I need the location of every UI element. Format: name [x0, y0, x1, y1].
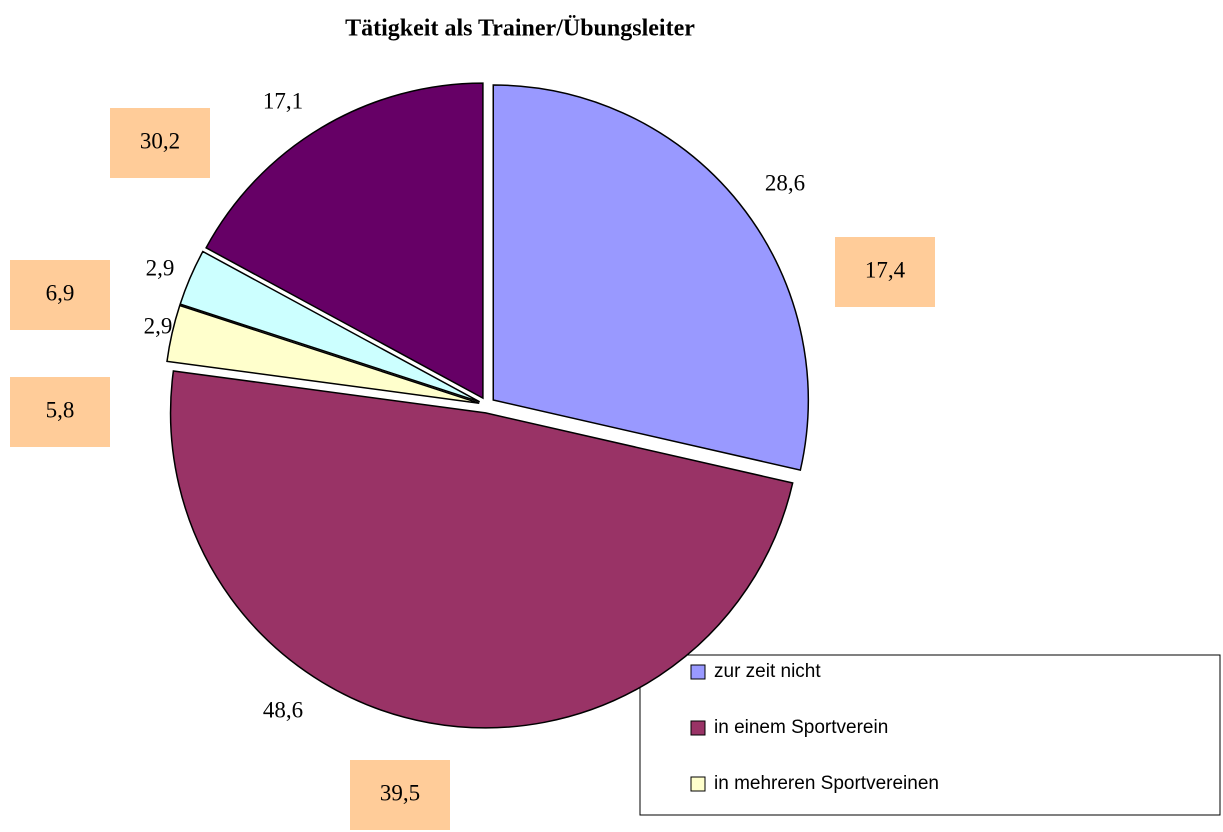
comparison-box [835, 237, 935, 307]
pie-slice [492, 84, 809, 472]
pie-slice [166, 304, 480, 404]
comparison-label: 30,2 [140, 128, 180, 153]
legend-swatch [690, 776, 706, 792]
pie-slice [205, 82, 484, 400]
legend-label: in mehreren Sportvereinen [714, 773, 939, 794]
comparison-label: 17,4 [865, 257, 906, 282]
comparison-box [350, 760, 450, 830]
comparison-box [110, 108, 210, 178]
legend-swatch [690, 664, 706, 680]
chart-title: Tätigkeit als Trainer/Übungsleiter [345, 16, 695, 42]
data-label: 17,1 [263, 88, 303, 113]
pie-slice [169, 370, 794, 729]
data-label: 2,9 [144, 313, 173, 338]
comparison-label: 5,8 [46, 397, 75, 422]
data-label: 28,6 [765, 170, 805, 195]
legend-swatch [690, 720, 706, 736]
data-label: 2,9 [146, 255, 175, 280]
comparison-label: 39,5 [380, 780, 420, 805]
comparison-box [10, 260, 110, 330]
legend [639, 654, 1221, 816]
data-label: 48,6 [263, 697, 303, 722]
comparison-label: 6,9 [46, 280, 75, 305]
comparison-box [10, 377, 110, 447]
pie-slice [179, 250, 481, 403]
legend-label: in einem Sportverein [714, 717, 888, 738]
legend-label: zur zeit nicht [714, 661, 821, 682]
